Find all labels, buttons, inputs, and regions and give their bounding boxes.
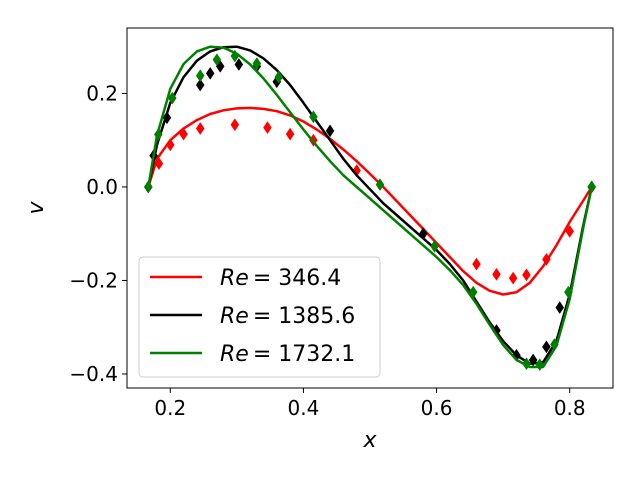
legend-entry-label: Re = 1385.6	[220, 304, 355, 329]
data-point-marker	[230, 118, 240, 132]
y-tick-label: 0.2	[86, 81, 118, 105]
plot-frame	[126, 27, 614, 389]
x-tick-label: 0.8	[554, 396, 586, 420]
x-tick-label: 0.2	[154, 396, 186, 420]
data-point-marker	[555, 301, 565, 315]
y-tick-label: 0.0	[86, 175, 118, 199]
data-point-marker	[492, 267, 501, 281]
data-point-marker	[154, 157, 164, 171]
legend-entry-re: Re	[220, 266, 249, 291]
data-point-marker	[550, 338, 559, 351]
data-point-marker	[274, 70, 284, 84]
data-point-marker	[309, 110, 318, 124]
data-point-marker	[522, 268, 531, 282]
legend-entry-label: Re = 346.4	[220, 266, 341, 291]
data-point-marker	[153, 128, 163, 142]
data-point-marker	[430, 239, 439, 253]
legend-entry-value: = 346.4	[253, 266, 341, 291]
data-point-marker	[234, 58, 244, 71]
legend-box	[138, 256, 381, 378]
y-tick-label: −0.4	[69, 362, 118, 386]
data-point-marker	[418, 227, 428, 241]
legend-entry-value: = 1385.6	[253, 304, 355, 329]
legend-entry-re: Re	[220, 342, 249, 367]
legend-entry-re: Re	[220, 304, 249, 329]
data-point-marker	[587, 180, 596, 194]
data-point-marker	[522, 357, 531, 371]
data-point-marker	[564, 285, 573, 299]
data-point-marker	[195, 78, 205, 92]
data-point-marker	[565, 224, 575, 238]
data-point-marker	[195, 122, 205, 135]
data-point-marker	[162, 111, 172, 125]
legend-entry-value: = 1732.1	[253, 342, 355, 367]
data-point-marker	[508, 271, 518, 285]
series-layer	[144, 45, 596, 372]
data-point-marker	[252, 57, 262, 70]
data-point-marker	[375, 178, 385, 192]
data-point-marker	[285, 127, 295, 141]
data-point-marker	[165, 138, 175, 152]
data-point-marker	[263, 121, 272, 135]
data-point-marker	[195, 69, 205, 83]
legend-entry-label: Re = 1732.1	[220, 342, 355, 367]
x-axis-label: x	[362, 428, 377, 453]
data-point-marker	[230, 49, 240, 63]
series-line	[147, 45, 593, 369]
data-point-marker	[542, 252, 551, 266]
data-point-marker	[468, 285, 478, 299]
data-point-marker	[472, 257, 481, 271]
y-tick-label: −0.2	[69, 268, 118, 292]
data-point-marker	[144, 180, 153, 194]
ticks-layer: 0.2 0.4 0.6 0.8 −0.4 −0.2 0.0 0.2	[69, 81, 585, 420]
data-point-marker	[325, 124, 335, 138]
data-point-marker	[167, 91, 177, 105]
data-point-marker	[212, 53, 222, 67]
data-point-marker	[179, 127, 188, 141]
x-tick-label: 0.6	[421, 396, 453, 420]
y-axis-label: v	[24, 201, 49, 215]
data-point-marker	[205, 66, 215, 80]
data-point-marker	[542, 340, 551, 354]
series-line	[147, 106, 593, 296]
legend: Re = 346.4Re = 1385.6Re = 1732.1	[138, 256, 381, 378]
x-tick-label: 0.4	[288, 396, 320, 420]
data-point-marker	[535, 358, 545, 372]
series-line	[147, 45, 593, 365]
